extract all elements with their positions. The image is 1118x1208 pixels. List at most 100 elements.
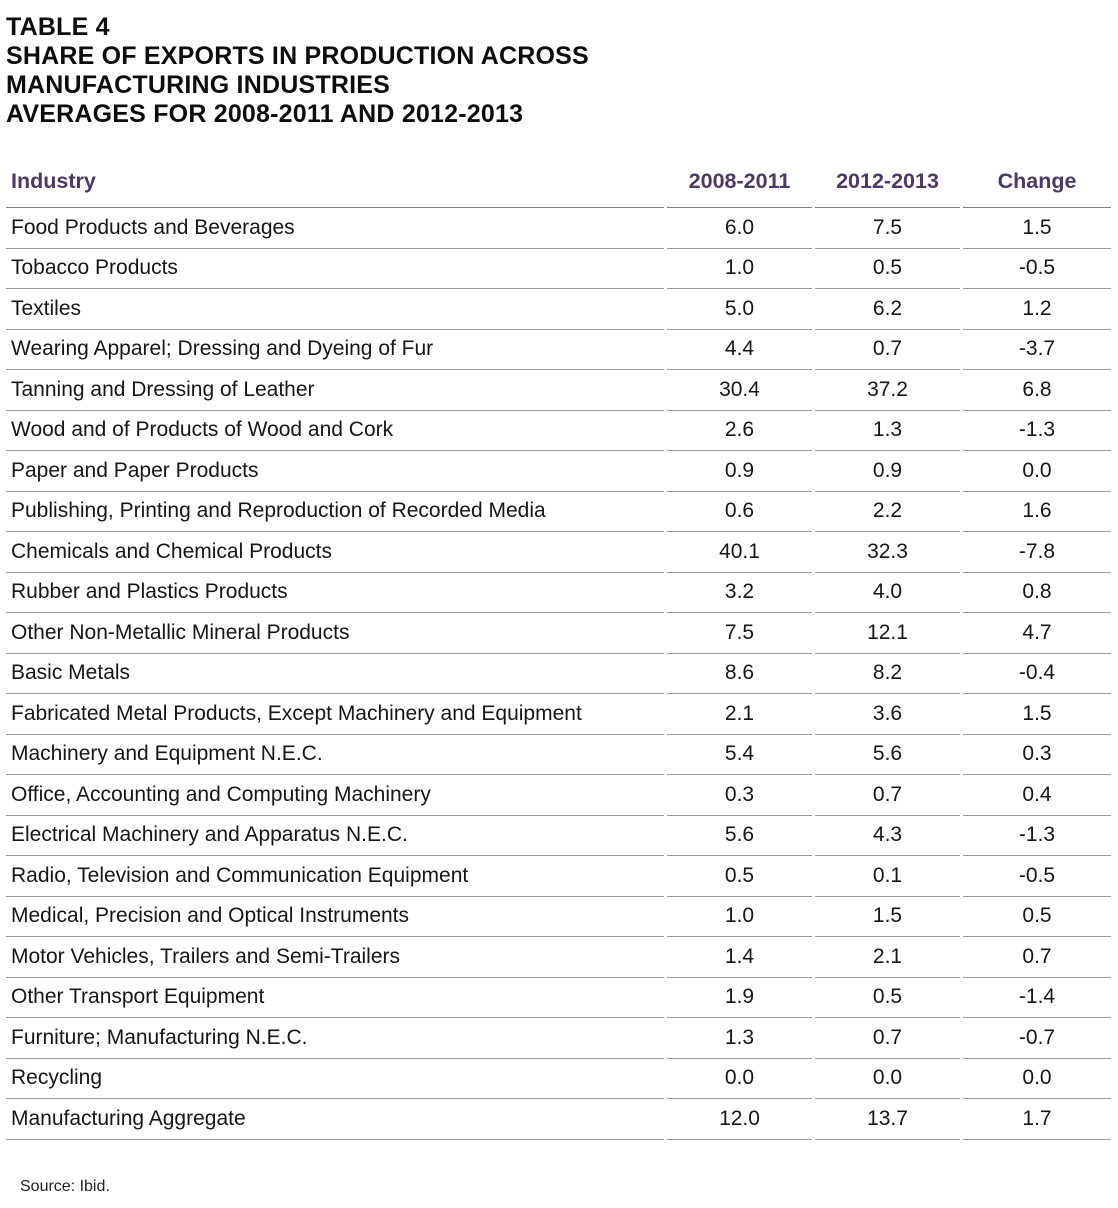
row-change-cell: 0.3 [963,735,1111,775]
row-2012-2013-cell: 3.6 [815,694,960,735]
row-2008-2011-cell: 5.0 [667,289,812,330]
title-line-2: SHARE OF EXPORTS IN PRODUCTION ACROSS [6,42,589,70]
row-2008-2011-cell: 6.0 [667,208,812,249]
table-row: Other Transport Equipment 1.9 0.5 -1.4 [6,978,1111,1018]
row-2008-2011-cell: 1.0 [667,249,812,289]
row-2008-2011-cell: 40.1 [667,532,812,573]
row-industry-cell: Other Transport Equipment [6,978,664,1018]
row-2012-2013-cell: 4.3 [815,816,960,856]
row-2008-2011-cell: 12.0 [667,1099,812,1140]
row-2012-2013-cell: 0.7 [815,330,960,370]
row-2008-2011-cell: 4.4 [667,330,812,370]
table-row: Publishing, Printing and Reproduction of… [6,492,1111,532]
row-industry-cell: Tobacco Products [6,249,664,289]
row-2008-2011-cell: 5.6 [667,816,812,856]
table-row: Radio, Television and Communication Equi… [6,856,1111,897]
row-2012-2013-cell: 12.1 [815,613,960,654]
row-industry-cell: Medical, Precision and Optical Instrumen… [6,897,664,937]
table-row: Manufacturing Aggregate 12.0 13.7 1.7 [6,1099,1111,1140]
row-2012-2013-cell: 0.0 [815,1059,960,1099]
row-change-cell: -1.3 [963,411,1111,451]
table-row: Recycling 0.0 0.0 0.0 [6,1059,1111,1099]
row-2012-2013-cell: 0.1 [815,856,960,897]
row-2008-2011-cell: 2.6 [667,411,812,451]
exports-share-table: Industry 2008-2011 2012-2013 Change Food… [3,161,1114,1140]
row-change-cell: 1.6 [963,492,1111,532]
table-row: Basic Metals 8.6 8.2 -0.4 [6,654,1111,694]
table-row: Medical, Precision and Optical Instrumen… [6,897,1111,937]
row-2012-2013-cell: 8.2 [815,654,960,694]
row-industry-cell: Textiles [6,289,664,330]
row-industry-cell: Other Non-Metallic Mineral Products [6,613,664,654]
table-row: Paper and Paper Products 0.9 0.9 0.0 [6,451,1111,492]
row-2012-2013-cell: 0.9 [815,451,960,492]
row-change-cell: 0.7 [963,937,1111,978]
row-2012-2013-cell: 0.7 [815,775,960,816]
row-2012-2013-cell: 0.5 [815,249,960,289]
table-row: Textiles 5.0 6.2 1.2 [6,289,1111,330]
row-industry-cell: Rubber and Plastics Products [6,573,664,613]
row-industry-cell: Wood and of Products of Wood and Cork [6,411,664,451]
row-2008-2011-cell: 1.3 [667,1018,812,1059]
column-header-change: Change [963,161,1111,208]
row-2008-2011-cell: 7.5 [667,613,812,654]
table-row: Chemicals and Chemical Products 40.1 32.3-… [6,532,1111,573]
row-2012-2013-cell: 2.1 [815,937,960,978]
row-industry-cell: Office, Accounting and Computing Machine… [6,775,664,816]
row-change-cell: 1.7 [963,1099,1111,1140]
row-industry-cell: Electrical Machinery and Apparatus N.E.C… [6,816,664,856]
table-row: Office, Accounting and Computing Machine… [6,775,1111,816]
row-2012-2013-cell: 1.3 [815,411,960,451]
table-row: Rubber and Plastics Products 3.2 4.0 0.8 [6,573,1111,613]
table-row: Furniture; Manufacturing N.E.C. 1.3 0.7 -0.… [6,1018,1111,1059]
row-industry-cell: Basic Metals [6,654,664,694]
row-change-cell: 6.8 [963,370,1111,411]
row-change-cell: -7.8 [963,532,1111,573]
column-header-2008-2011: 2008-2011 [667,161,812,208]
row-change-cell: -1.3 [963,816,1111,856]
row-industry-cell: Furniture; Manufacturing N.E.C. [6,1018,664,1059]
row-change-cell: -0.7 [963,1018,1111,1059]
column-header-industry: Industry [6,161,664,208]
table-row: Tanning and Dressing of Leather 30.4 37.2 6… [6,370,1111,411]
row-2008-2011-cell: 1.9 [667,978,812,1018]
table-row: Food Products and Beverages 6.0 7.5 1.5 [6,208,1111,249]
row-change-cell: 1.5 [963,208,1111,249]
row-2008-2011-cell: 0.6 [667,492,812,532]
title-line-4: AVERAGES FOR 2008-2011 AND 2012-2013 [6,100,524,128]
row-2012-2013-cell: 13.7 [815,1099,960,1140]
row-industry-cell: Recycling [6,1059,664,1099]
row-2012-2013-cell: 32.3 [815,532,960,573]
row-change-cell: -3.7 [963,330,1111,370]
table-row: Tobacco Products 1.0 0.5 -0.5 [6,249,1111,289]
row-industry-cell: Publishing, Printing and Reproduction of… [6,492,664,532]
row-2012-2013-cell: 1.5 [815,897,960,937]
row-industry-cell: Machinery and Equipment N.E.C. [6,735,664,775]
row-2008-2011-cell: 8.6 [667,654,812,694]
row-2008-2011-cell: 0.5 [667,856,812,897]
row-2012-2013-cell: 0.7 [815,1018,960,1059]
table-header-row: Industry 2008-2011 2012-2013 Change [6,161,1111,208]
row-industry-cell: Fabricated Metal Products, Except Machin… [6,694,664,735]
table-body: Food Products and Beverages 6.0 7.5 1.5 Toba… [6,208,1111,1140]
source-note: Source: Ibid. [20,1177,110,1195]
row-2008-2011-cell: 3.2 [667,573,812,613]
row-change-cell: 0.4 [963,775,1111,816]
row-industry-cell: Tanning and Dressing of Leather [6,370,664,411]
row-industry-cell: Chemicals and Chemical Products [6,532,664,573]
row-change-cell: -0.4 [963,654,1111,694]
row-2012-2013-cell: 2.2 [815,492,960,532]
row-2008-2011-cell: 0.9 [667,451,812,492]
row-2008-2011-cell: 0.0 [667,1059,812,1099]
row-2008-2011-cell: 1.4 [667,937,812,978]
row-2008-2011-cell: 0.3 [667,775,812,816]
row-change-cell: 0.0 [963,451,1111,492]
row-industry-cell: Manufacturing Aggregate [6,1099,664,1140]
table-row: Motor Vehicles, Trailers and Semi-Traile… [6,937,1111,978]
row-2008-2011-cell: 2.1 [667,694,812,735]
table-title: TABLE 4 SHARE OF EXPORTS IN PRODUCTION A… [6,13,1118,129]
row-2012-2013-cell: 0.5 [815,978,960,1018]
row-industry-cell: Paper and Paper Products [6,451,664,492]
table-row: Electrical Machinery and Apparatus N.E.C… [6,816,1111,856]
